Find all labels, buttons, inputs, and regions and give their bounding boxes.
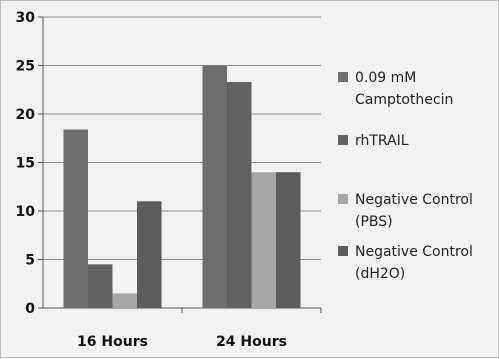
bar-negative-control-pbs--24-hours bbox=[251, 172, 276, 308]
legend-label-0: Camptothecin bbox=[355, 92, 453, 108]
x-category-label: 16 Hours bbox=[77, 334, 148, 350]
legend-swatch-2 bbox=[338, 194, 348, 204]
x-category-label: 24 Hours bbox=[216, 334, 287, 350]
bar-rhtrail-16-hours bbox=[88, 264, 113, 308]
legend-label-2: (PBS) bbox=[355, 214, 393, 230]
y-tick-label-10: 10 bbox=[16, 204, 36, 220]
legend-swatch-1 bbox=[338, 135, 348, 145]
y-tick-label-0: 0 bbox=[25, 301, 35, 317]
y-tick-label-25: 25 bbox=[16, 59, 35, 75]
legend-label-0: 0.09 mM bbox=[355, 70, 416, 86]
bar-0-09-mm-camptothecin-16-hours bbox=[63, 129, 88, 308]
legend-swatch-3 bbox=[338, 246, 348, 256]
y-tick-label-20: 20 bbox=[16, 107, 36, 123]
legend-label-3: Negative Control bbox=[355, 244, 473, 260]
y-tick-label-5: 5 bbox=[25, 253, 35, 269]
legend-label-1: rhTRAIL bbox=[355, 133, 409, 149]
y-tick-label-15: 15 bbox=[16, 156, 35, 172]
bar-negative-control-dh2o--24-hours bbox=[276, 172, 301, 308]
y-tick-label-30: 30 bbox=[16, 10, 36, 26]
legend-swatch-0 bbox=[338, 72, 348, 82]
bar-negative-control-dh2o--16-hours bbox=[137, 201, 162, 308]
legend-label-2: Negative Control bbox=[355, 192, 473, 208]
bar-rhtrail-24-hours bbox=[227, 81, 252, 309]
bar-0-09-mm-camptothecin-24-hours bbox=[202, 65, 227, 308]
bar-negative-control-pbs--16-hours bbox=[112, 293, 137, 308]
legend-label-3: (dH2O) bbox=[355, 266, 405, 282]
